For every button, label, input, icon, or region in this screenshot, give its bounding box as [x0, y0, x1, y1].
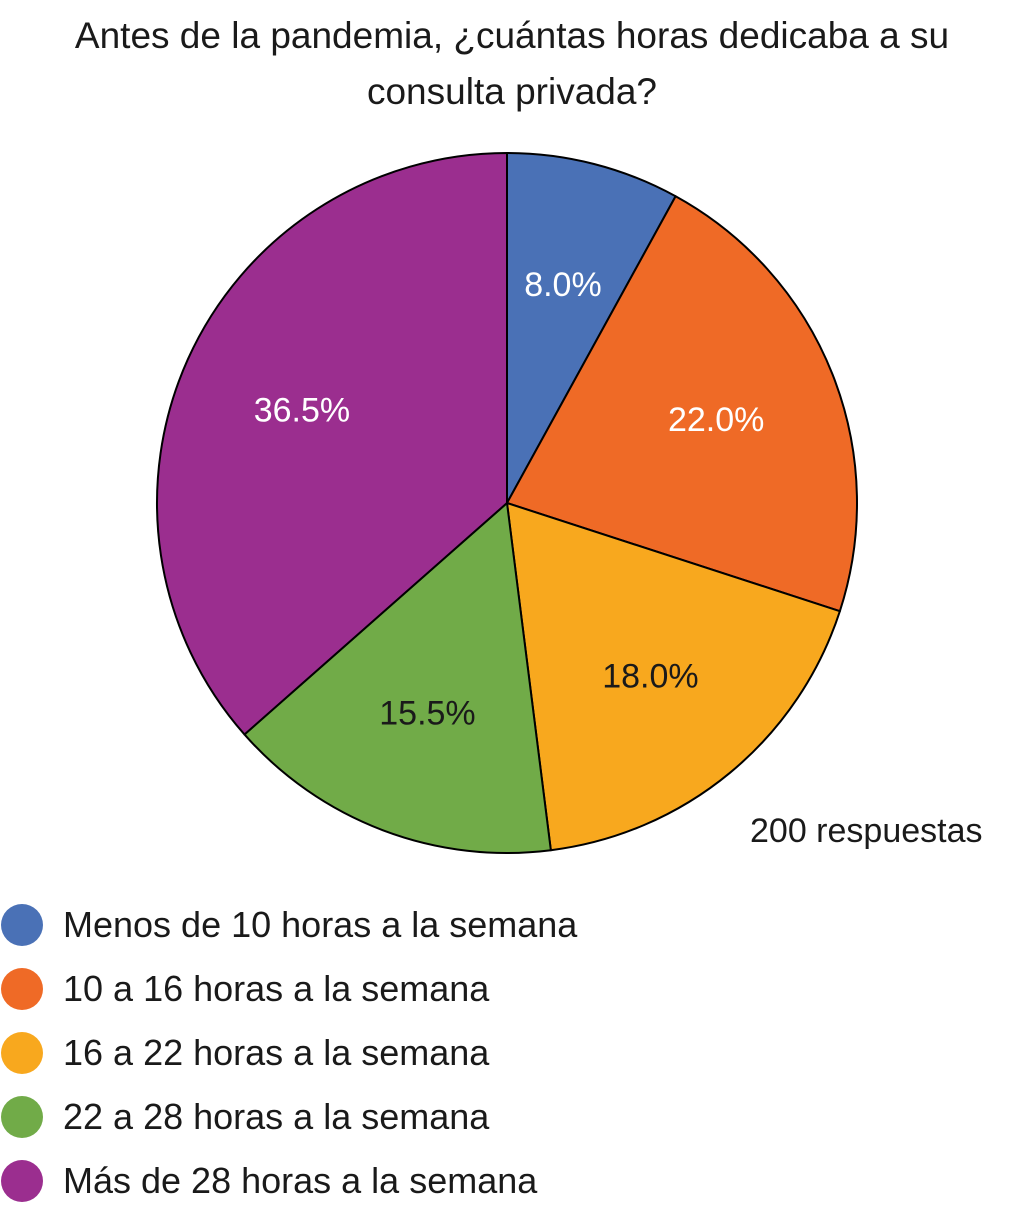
pie-slice-label-1: 8.0%: [524, 266, 602, 304]
pie-slice-label-2: 22.0%: [668, 401, 764, 439]
legend-swatch: [1, 904, 43, 946]
chart-title-line-1: Antes de la pandemia, ¿cuántas horas ded…: [74, 15, 950, 56]
pie-slice-3: [506, 502, 841, 852]
chart-title-line-2: consulta privada?: [366, 71, 658, 112]
legend-swatch: [1, 1096, 43, 1138]
pie-slice-label-4: 15.5%: [379, 694, 475, 732]
legend-item-1: Menos de 10 horas a la semana: [0, 893, 577, 957]
legend-item-4: 22 a 28 horas a la semana: [0, 1085, 577, 1149]
legend-label: Más de 28 horas a la semana: [63, 1160, 538, 1201]
pie-slice-1: [506, 152, 677, 504]
pie-slice-2: [506, 195, 858, 613]
legend-swatch: [1, 1032, 43, 1074]
pie-slice-4: [243, 502, 552, 854]
legend-label: 16 a 22 horas a la semana: [63, 1032, 490, 1073]
pie-slice-label-5: 36.5%: [254, 391, 350, 429]
chart-title: Antes de la pandemia, ¿cuántas horas ded…: [0, 8, 1024, 120]
responses-count: 200 respuestas: [750, 812, 983, 850]
legend: Menos de 10 horas a la semana 10 a 16 hor…: [0, 893, 577, 1213]
legend-item-5: Más de 28 horas a la semana: [0, 1149, 577, 1213]
pie-slice-label-3: 18.0%: [602, 657, 698, 695]
legend-item-2: 10 a 16 horas a la semana: [0, 957, 577, 1021]
legend-label: 22 a 28 horas a la semana: [63, 1096, 490, 1137]
pie-slice-5: [156, 152, 508, 736]
legend-swatch: [1, 968, 43, 1010]
legend-label: 10 a 16 horas a la semana: [63, 968, 490, 1009]
legend-label: Menos de 10 horas a la semana: [63, 904, 578, 945]
legend-swatch: [1, 1160, 43, 1202]
legend-item-3: 16 a 22 horas a la semana: [0, 1021, 577, 1085]
pie-chart: 8.0% 22.0% 18.0% 15.5% 36.5%: [156, 152, 858, 854]
